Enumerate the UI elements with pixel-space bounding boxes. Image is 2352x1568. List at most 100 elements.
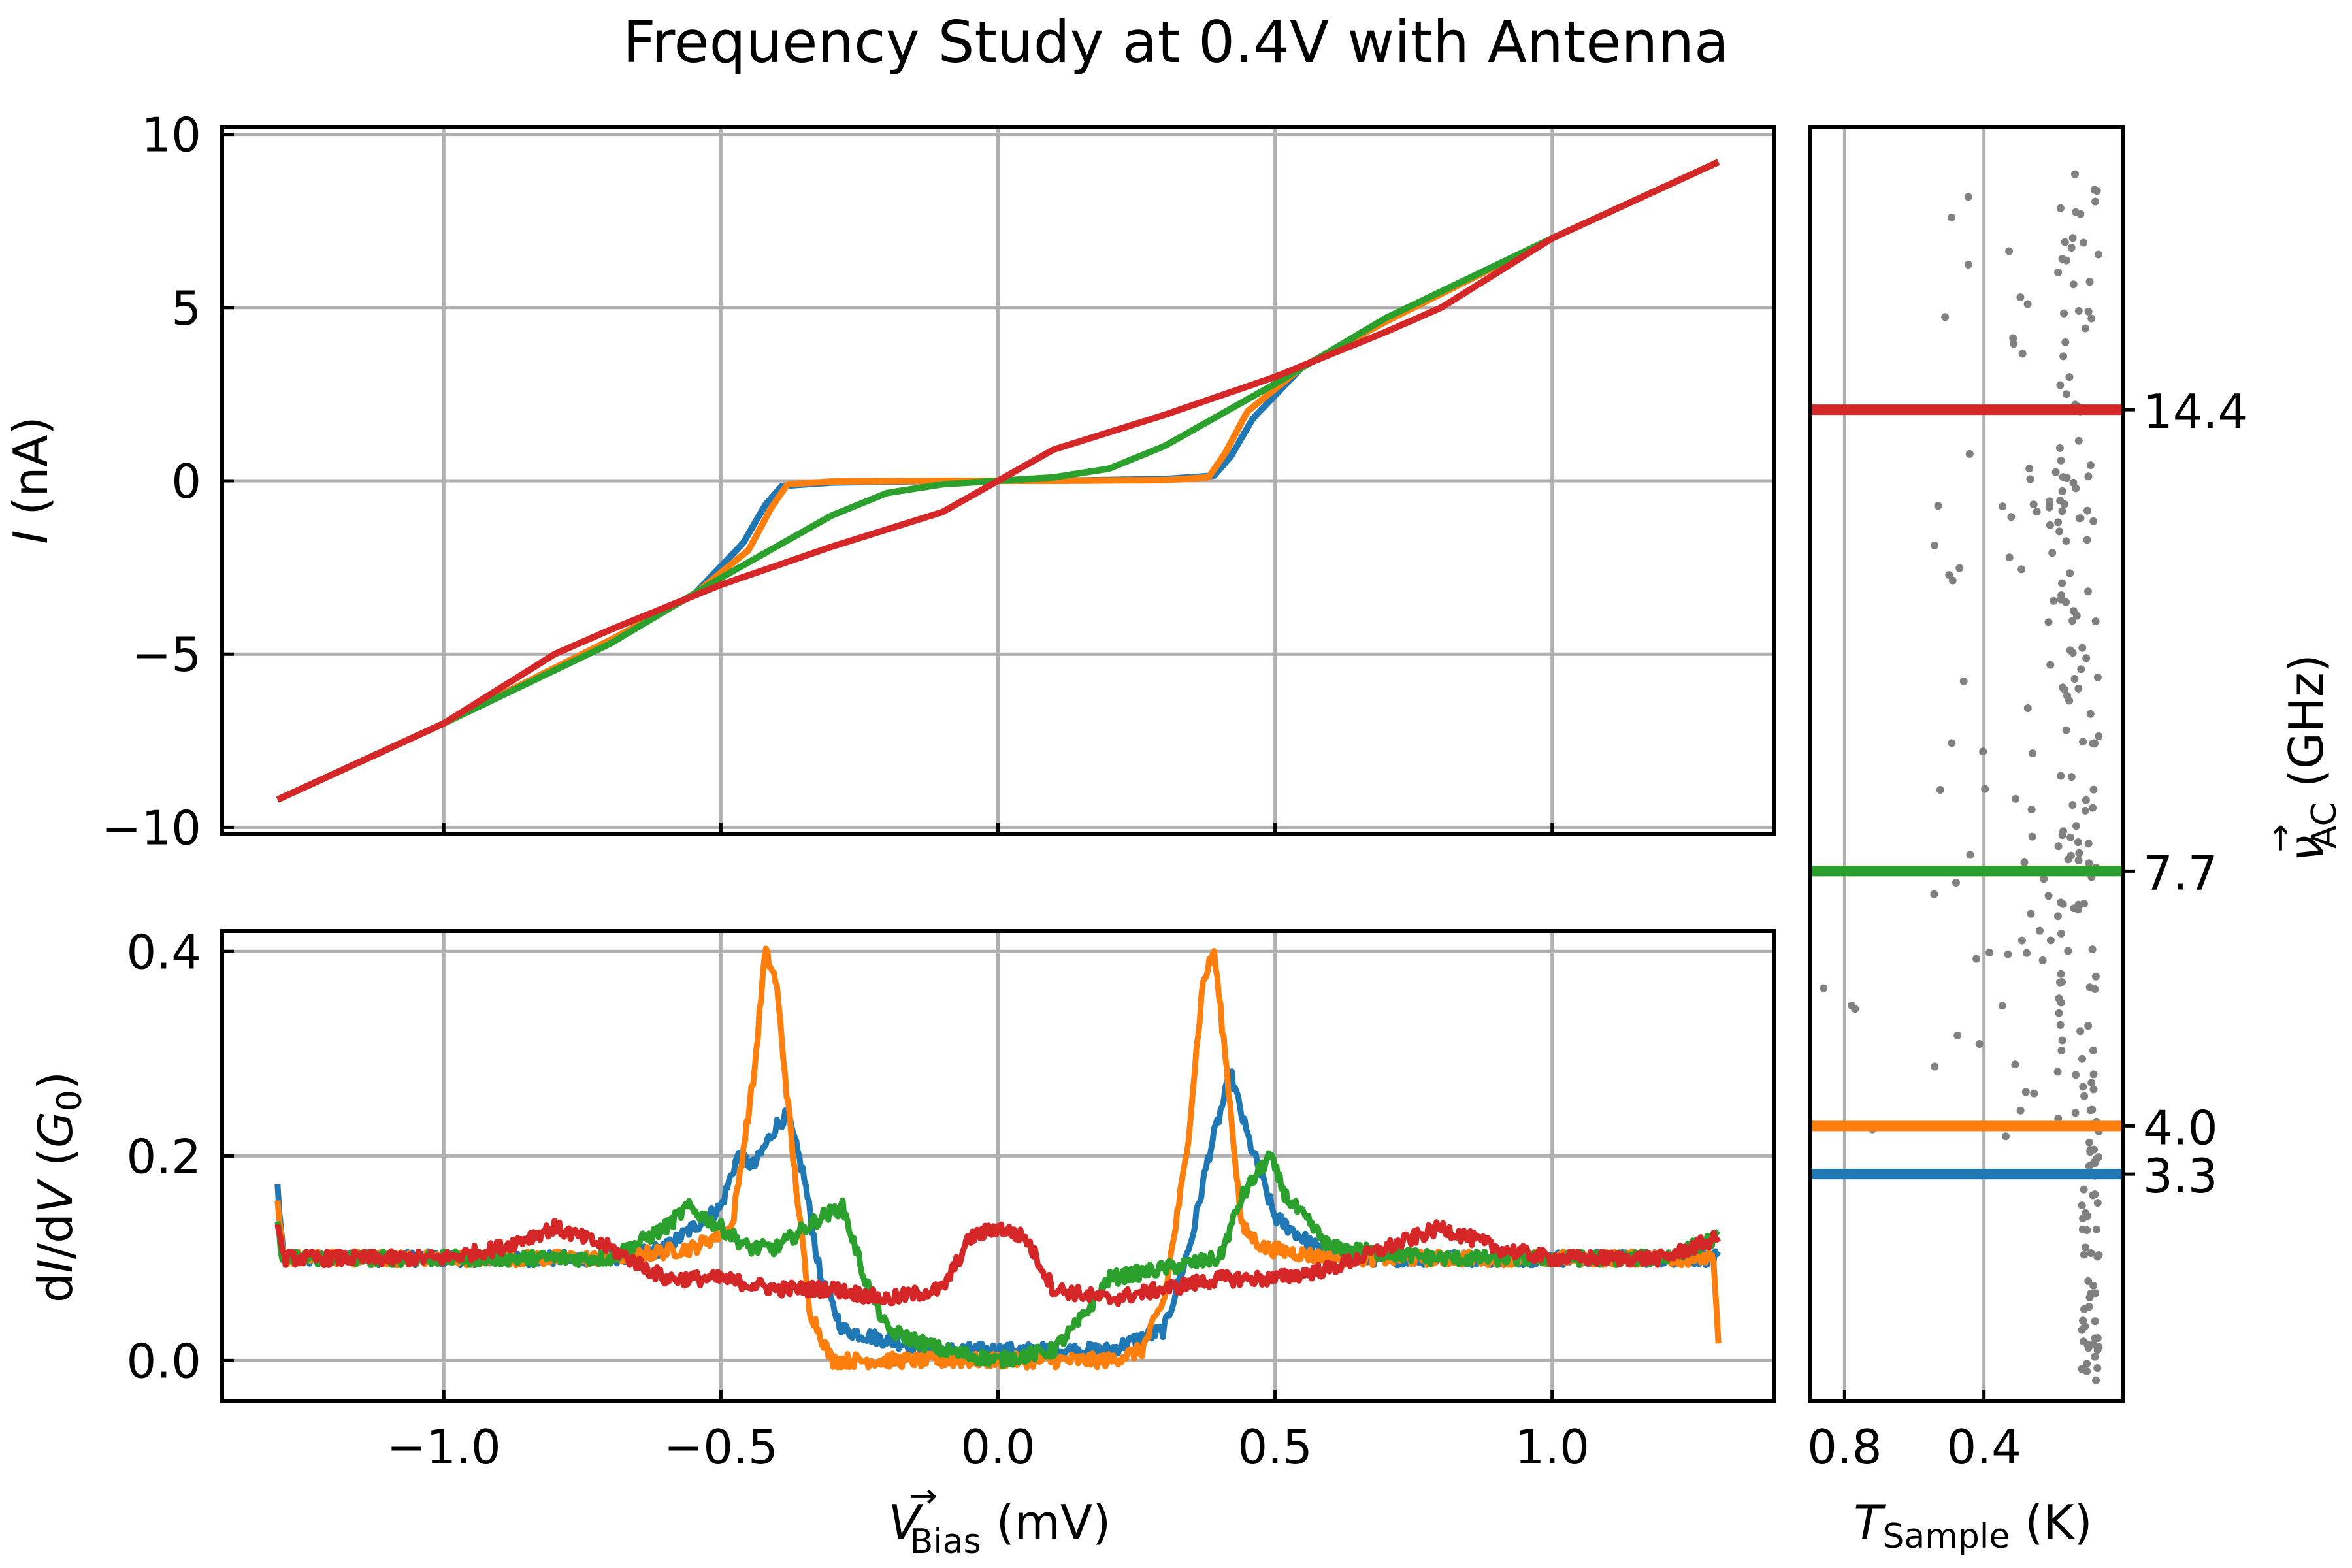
temperature-point <box>1955 564 1964 572</box>
temperature-point <box>2058 507 2066 515</box>
temperature-point <box>2077 665 2085 674</box>
temperature-point <box>2054 842 2063 851</box>
temperature-point <box>2084 1277 2093 1285</box>
temperature-point <box>2083 536 2091 544</box>
temperature-point <box>2062 390 2070 399</box>
temperature-point <box>2089 1070 2098 1079</box>
didv-panel-frame <box>220 929 1776 1403</box>
temperature-point <box>2058 579 2066 587</box>
temperature-point <box>2089 1046 2097 1054</box>
temperature-point <box>2007 513 2016 521</box>
temperature-point <box>1941 313 1950 321</box>
didv-series-line-2 <box>274 1150 1721 1369</box>
temperature-point <box>2054 518 2063 527</box>
temperature-point <box>2091 1190 2099 1199</box>
temperature-point <box>2063 692 2072 700</box>
temperature-point <box>1948 739 1956 747</box>
temperature-point <box>1945 571 1953 580</box>
temperature-point <box>2078 1054 2086 1063</box>
temperature-point <box>2079 1083 2087 1091</box>
iv-ylabel: I (nA) <box>3 416 58 544</box>
temperature-point <box>2074 838 2082 847</box>
temperature-point <box>2095 1343 2103 1351</box>
temperature-point <box>2044 618 2053 627</box>
temperature-point <box>1959 677 1968 685</box>
temperature-point <box>2058 831 2066 840</box>
temperature-point <box>2088 945 2097 954</box>
temperature-point <box>2078 1201 2086 1210</box>
temperature-point <box>2056 381 2065 389</box>
temperature-point <box>2072 1071 2080 1079</box>
temperature-point <box>2061 338 2070 346</box>
temperature-point <box>2094 250 2102 259</box>
temperature-xtick-label: 0.8 <box>1807 1420 1882 1475</box>
temperature-point <box>2005 247 2014 255</box>
temperature-point <box>2076 210 2085 218</box>
frequency-ylabel: ν→ AC (GHz) <box>2261 654 2344 862</box>
didv-xtick-label: 0.0 <box>960 1420 1036 1475</box>
didv-ytick-label: 0.0 <box>126 1333 201 1388</box>
didv-ylabel: dI/dV (G0) <box>28 1071 90 1303</box>
temperature-point <box>2080 1305 2088 1313</box>
temperature-point <box>2053 912 2062 921</box>
temperature-point <box>2083 506 2091 515</box>
temperature-point <box>2018 350 2027 358</box>
temperature-point <box>2091 197 2100 206</box>
temperature-point <box>2075 514 2083 523</box>
temperature-point <box>2078 1326 2086 1334</box>
temperature-point <box>2086 461 2095 470</box>
temperature-point <box>2057 772 2065 780</box>
iv-panel: 10 5 0 −5 −10 <box>102 108 1776 855</box>
temperature-point <box>2088 1105 2097 1114</box>
temperature-point <box>2069 280 2078 289</box>
didv-series-line-3 <box>274 1218 1722 1307</box>
temperature-point <box>2046 500 2054 509</box>
temperature-point <box>2058 978 2066 986</box>
temperature-point <box>2089 804 2097 812</box>
iv-ytick-label: 5 <box>171 281 201 336</box>
temperature-point <box>2028 832 2036 841</box>
temperature-point <box>2085 859 2093 868</box>
temperature-point <box>2080 1092 2089 1100</box>
temperature-point <box>2068 649 2077 657</box>
temperature-point <box>2004 950 2012 958</box>
temperature-point <box>2066 833 2075 841</box>
temperature-point <box>2033 508 2041 516</box>
temperature-point <box>1820 984 1828 992</box>
temperature-point <box>2074 684 2083 693</box>
temperature-point <box>2071 170 2079 178</box>
temperature-point <box>2062 726 2070 734</box>
temperature-point <box>2054 269 2063 276</box>
didv-ytick-label: 0.2 <box>126 1129 201 1184</box>
temperature-point <box>2090 740 2099 748</box>
temperature-point <box>2087 1249 2095 1257</box>
temperature-point <box>2090 1145 2098 1154</box>
temperature-point <box>2012 794 2020 803</box>
temperature-point <box>2093 1364 2102 1372</box>
temperature-point <box>2056 1021 2065 1029</box>
temperature-point <box>2087 1079 2096 1087</box>
temperature-point <box>2093 673 2102 681</box>
temperature-point <box>2091 1352 2099 1361</box>
temperature-point <box>2093 187 2101 195</box>
temperature-point <box>2066 569 2074 578</box>
temperature-point <box>1952 879 1960 887</box>
temperature-point <box>2055 994 2063 1003</box>
temperature-point <box>2084 840 2093 848</box>
temperature-point <box>2079 1316 2087 1325</box>
iv-series-line-3 <box>276 159 1720 803</box>
temperature-point <box>2023 704 2032 712</box>
frequency-label: 14.4 <box>2143 384 2247 439</box>
temperature-point <box>2061 500 2068 508</box>
temperature-point <box>2068 234 2077 242</box>
temperature-point <box>2062 537 2070 546</box>
temperature-point <box>2093 1334 2102 1343</box>
didv-xtick-label: 0.5 <box>1237 1420 1313 1475</box>
temperature-point <box>2071 1109 2080 1117</box>
temperature-point <box>1985 949 1994 957</box>
temperature-point <box>2051 468 2060 476</box>
temperature-point <box>2078 1225 2087 1233</box>
chart-title: Frequency Study at 0.4V with Antenna <box>623 8 1729 76</box>
temperature-xtick-label: 0.4 <box>1946 1420 2021 1475</box>
